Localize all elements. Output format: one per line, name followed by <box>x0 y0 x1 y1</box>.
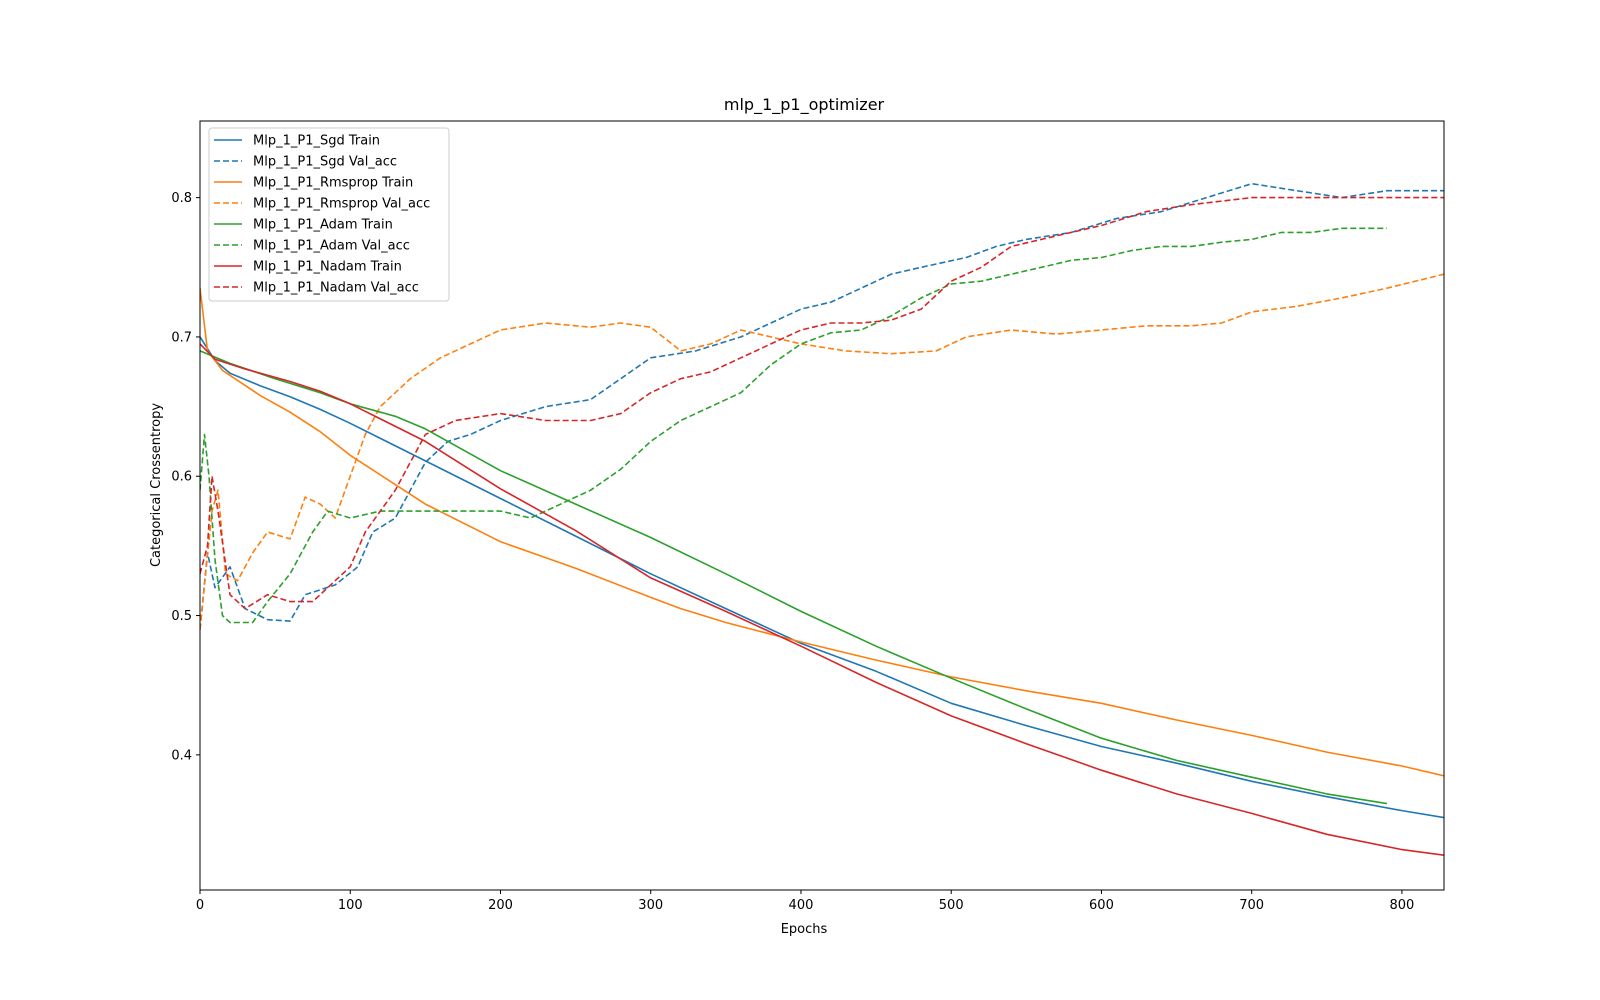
y-tick-label: 0.8 <box>171 191 192 206</box>
x-tick-label: 600 <box>1089 898 1114 913</box>
legend-box <box>208 127 450 302</box>
y-tick-label: 0.7 <box>171 330 192 345</box>
legend-label: Mlp_1_P1_Adam Train <box>253 218 393 233</box>
x-tick-label: 200 <box>488 898 513 913</box>
series-line <box>200 288 1444 777</box>
y-axis: 0.4 0.5 0.6 0.7 0.8 <box>171 191 200 763</box>
y-tick-label: 0.4 <box>171 748 192 763</box>
x-tick-label: 100 <box>338 898 363 913</box>
series-line <box>200 350 1388 805</box>
plot-frame <box>199 120 1445 891</box>
legend-label: Mlp_1_P1_Rmsprop Val_acc <box>253 197 430 212</box>
x-axis: 0 100 200 300 400 500 600 700 800 <box>196 890 1414 913</box>
legend-label: Mlp_1_P1_Nadam Val_acc <box>253 281 419 296</box>
chart-title: mlp_1_p1_optimizer <box>724 95 885 115</box>
x-tick-label: 500 <box>939 898 964 913</box>
y-axis-label: Categorical Crossentropy <box>149 403 164 567</box>
series-layer <box>200 182 1444 856</box>
legend-label: Mlp_1_P1_Sgd Val_acc <box>253 155 397 170</box>
x-axis-label: Epochs <box>781 922 828 937</box>
x-tick-label: 400 <box>789 898 814 913</box>
legend-label: Mlp_1_P1_Sgd Train <box>253 134 380 149</box>
y-tick-label: 0.6 <box>171 470 192 485</box>
series-line <box>200 227 1387 624</box>
series-line <box>200 273 1444 630</box>
legend-label: Mlp_1_P1_Nadam Train <box>253 260 402 275</box>
y-tick-label: 0.5 <box>171 609 192 624</box>
legend: Mlp_1_P1_Sgd Train Mlp_1_P1_Sgd Val_acc Ml… <box>208 127 450 302</box>
legend-label: Mlp_1_P1_Rmsprop Train <box>253 176 413 191</box>
legend-label: Mlp_1_P1_Adam Val_acc <box>253 239 410 254</box>
x-tick-label: 300 <box>638 898 663 913</box>
series-line <box>200 182 1444 630</box>
x-tick-label: 0 <box>196 898 204 913</box>
series-line <box>200 336 1444 819</box>
x-tick-label: 700 <box>1239 898 1264 913</box>
x-tick-label: 800 <box>1390 898 1415 913</box>
series-line <box>200 343 1444 856</box>
series-line <box>200 196 1444 610</box>
